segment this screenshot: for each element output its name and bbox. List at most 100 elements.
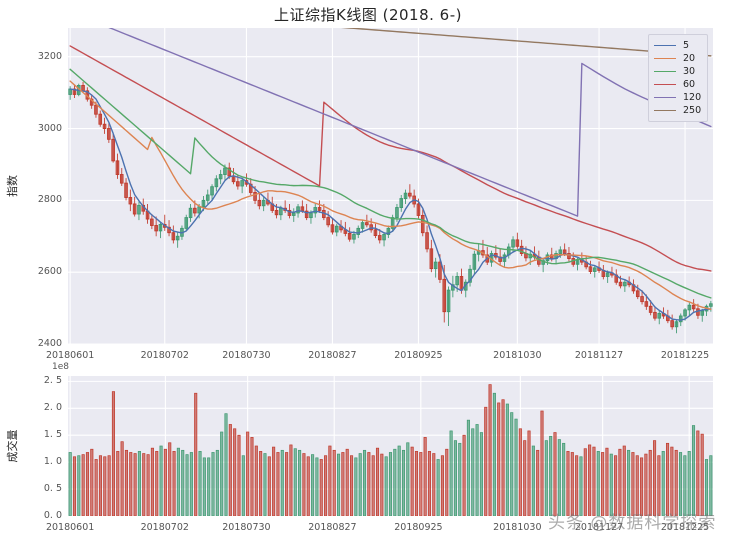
volume-xtick: 20180702 <box>140 522 189 533</box>
volume-bar <box>696 430 700 516</box>
volume-ylabel: 成交量 <box>6 429 19 463</box>
candlestick <box>648 300 653 316</box>
volume-bar <box>103 456 107 516</box>
price-xtick: 20180601 <box>45 350 95 361</box>
volume-bar <box>224 413 228 516</box>
candlestick <box>261 196 266 212</box>
volume-bar <box>557 439 561 516</box>
volume-bar <box>90 448 94 516</box>
price-xtick: 20181030 <box>493 350 542 361</box>
candlestick <box>304 203 309 221</box>
ma-line-120 <box>108 28 712 217</box>
volume-xtick: 20180730 <box>222 522 271 533</box>
volume-bar <box>124 449 128 516</box>
volume-bar <box>163 448 167 516</box>
legend-item-120[interactable]: 120 <box>654 91 701 104</box>
volume-bar <box>250 437 254 516</box>
volume-bar <box>514 418 518 516</box>
volume-bar <box>246 431 250 516</box>
volume-bar <box>137 451 141 516</box>
volume-bar <box>129 452 133 516</box>
volume-bar <box>142 453 146 516</box>
candlestick <box>347 227 352 242</box>
volume-bar <box>120 441 124 516</box>
legend-label: 20 <box>683 53 696 64</box>
candlestick <box>171 225 176 244</box>
volume-bar <box>328 445 332 516</box>
volume-bar <box>384 456 388 516</box>
candlestick <box>244 173 249 187</box>
volume-ytick: 0. 5 <box>43 483 62 495</box>
candlestick <box>360 220 365 233</box>
volume-bar <box>168 442 172 516</box>
volume-bar <box>583 448 587 516</box>
volume-bar <box>475 424 479 516</box>
legend-item-250[interactable]: 250 <box>654 104 701 117</box>
price-ylabel: 指数 <box>6 175 19 197</box>
legend-item-20[interactable]: 20 <box>654 52 701 65</box>
volume-bar <box>345 448 349 516</box>
candlestick <box>601 265 606 280</box>
candlestick <box>119 168 124 186</box>
volume-bar <box>77 455 81 516</box>
volume-bar <box>155 451 159 516</box>
volume-bar <box>549 435 553 516</box>
volume-bar <box>371 455 375 516</box>
volume-bar <box>68 452 72 516</box>
chart-title: 上证综指K线图 (2018. 6-) <box>274 6 462 24</box>
volume-bar <box>575 455 579 516</box>
volume-bar <box>683 455 687 516</box>
candlestick <box>412 189 416 208</box>
price-xtick: 20180827 <box>308 350 357 361</box>
volume-bar <box>254 445 258 516</box>
volume-bar <box>302 453 306 516</box>
volume-bar <box>631 452 635 516</box>
candlestick <box>635 284 640 300</box>
volume-bar <box>570 452 574 516</box>
legend-item-30[interactable]: 30 <box>654 65 701 78</box>
candlestick <box>98 110 103 127</box>
volume-bar <box>380 453 384 516</box>
volume-bar <box>553 432 557 516</box>
ma-line-20 <box>69 80 712 310</box>
volume-bar <box>419 452 423 516</box>
candlestick <box>145 203 150 224</box>
candlestick <box>476 243 481 262</box>
candlestick <box>210 184 214 201</box>
volume-bar <box>111 391 115 516</box>
candlestick <box>334 223 339 237</box>
price-ytick: 2800 <box>37 194 62 206</box>
legend-item-60[interactable]: 60 <box>654 78 701 91</box>
volume-ytick: 1. 0 <box>43 456 62 468</box>
volume-bar <box>661 451 665 516</box>
volume-bar <box>458 442 462 516</box>
candlestick <box>377 229 382 244</box>
candlestick <box>515 232 520 249</box>
legend-item-5[interactable]: 5 <box>654 39 701 52</box>
volume-ytick: 2. 5 <box>43 375 62 387</box>
volume-bar <box>375 447 380 516</box>
legend-swatch-20 <box>654 58 676 59</box>
volume-bar <box>280 449 284 516</box>
volume-bar <box>285 452 289 516</box>
legend-label: 60 <box>683 79 696 90</box>
candlestick <box>257 193 262 210</box>
volume-offset-text: 1e8 <box>52 362 69 372</box>
price-ytick: 3000 <box>37 122 62 134</box>
volume-bar <box>518 428 522 516</box>
volume-bar <box>202 457 206 516</box>
candlestick <box>463 279 468 298</box>
volume-bar <box>263 453 267 516</box>
candlestick <box>373 223 378 239</box>
candlestick <box>102 117 107 134</box>
volume-bar <box>414 451 419 516</box>
candlestick <box>640 290 644 305</box>
candlestick <box>111 133 115 163</box>
volume-bar <box>596 451 600 516</box>
volume-bar <box>207 457 211 516</box>
volume-bar <box>562 442 566 516</box>
candlestick <box>132 196 137 217</box>
candlestick <box>687 302 692 316</box>
volume-bar <box>484 406 488 516</box>
